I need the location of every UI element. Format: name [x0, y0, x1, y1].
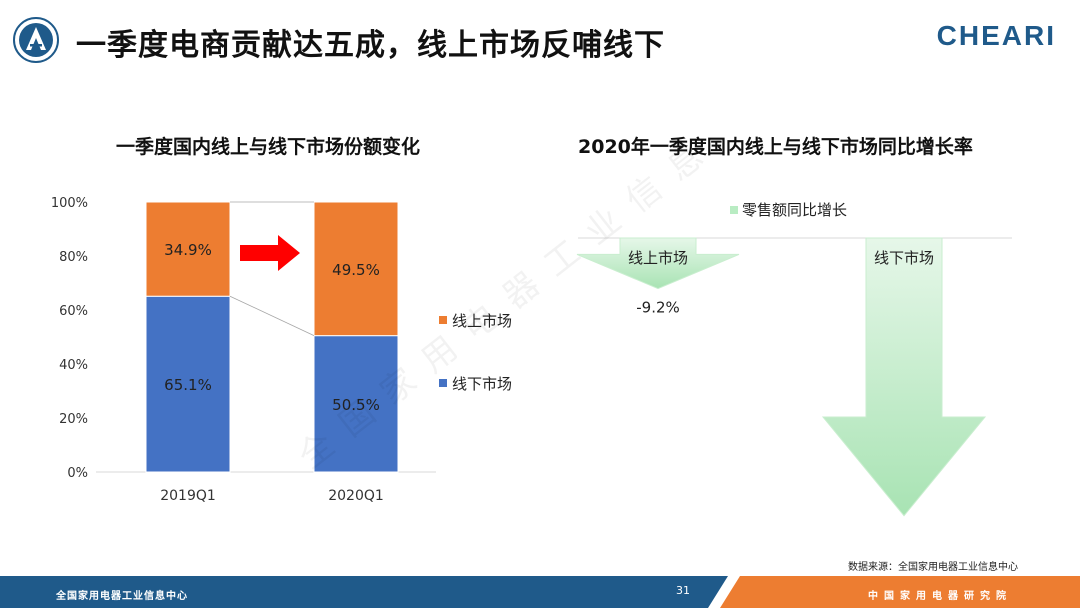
right-chart-title: 2020年一季度国内线上与线下市场同比增长率 — [578, 136, 973, 158]
bar-online-2019Q1 — [145, 201, 231, 297]
legend-swatch-offline — [439, 379, 447, 387]
bar-arrow-线下市场 — [821, 237, 987, 517]
bar-arrow-线上市场 — [576, 237, 740, 290]
growth-chart: 零售额同比增长 线上市场-9.2%线下市场-50.5% — [576, 201, 1012, 517]
category-label: 线下市场 — [874, 249, 934, 267]
legend: 线上市场 线下市场 — [439, 312, 512, 393]
legend-swatch-growth — [730, 206, 738, 214]
legend-label-online: 线上市场 — [452, 312, 512, 330]
data-label: 50.5% — [332, 396, 380, 414]
y-tick-label: 80% — [59, 250, 88, 265]
red-arrow-icon — [240, 235, 300, 271]
series-connector — [229, 295, 315, 337]
legend-label-offline: 线下市场 — [452, 375, 512, 393]
x-tick-label: 2020Q1 — [328, 488, 384, 504]
y-axis-ticks: 0% 20% 40% 60% 80% 100% — [51, 196, 88, 481]
legend-swatch-online — [439, 316, 447, 324]
y-tick-label: 20% — [59, 412, 88, 427]
left-chart-title: 一季度国内线上与线下市场份额变化 — [116, 136, 421, 158]
bar-online-2020Q1 — [313, 201, 399, 337]
data-label: -9.2% — [636, 299, 680, 317]
bar-group: 65.1% 34.9% 50.5% 49.5% — [145, 201, 399, 473]
data-label: 34.9% — [164, 241, 212, 259]
y-tick-label: 40% — [59, 358, 88, 373]
footer-bar — [0, 576, 1080, 608]
x-tick-label: 2019Q1 — [160, 488, 216, 504]
category-label: 线上市场 — [628, 249, 688, 267]
bar-group: 线上市场-9.2%线下市场-50.5% — [576, 237, 987, 517]
source-note: 数据来源：全国家用电器工业信息中心 — [848, 562, 1018, 573]
legend: 零售额同比增长 — [730, 201, 847, 219]
footer-right-text: 中国家用电器研究院 — [868, 591, 1012, 602]
bar-offline-2019Q1 — [145, 295, 231, 473]
data-label: 65.1% — [164, 376, 212, 394]
data-label: 49.5% — [332, 261, 380, 279]
brand-logo: CHEARI — [936, 20, 1056, 51]
legend-label-growth: 零售额同比增长 — [742, 201, 847, 219]
institute-logo — [13, 17, 59, 63]
y-tick-label: 0% — [67, 466, 88, 481]
y-tick-label: 100% — [51, 196, 88, 211]
y-tick-label: 60% — [59, 304, 88, 319]
page-number: 31 — [676, 584, 690, 597]
slide-title: 一季度电商贡献达五成，线上市场反哺线下 — [76, 28, 665, 63]
x-axis-labels: 2019Q1 2020Q1 — [160, 488, 384, 504]
bar-offline-2020Q1 — [313, 335, 399, 473]
share-chart: 0%20%40%60%80%100% 65.1%34.9%50.5%49.5% … — [51, 196, 512, 504]
footer-left-text: 全国家用电器工业信息中心 — [56, 591, 188, 602]
